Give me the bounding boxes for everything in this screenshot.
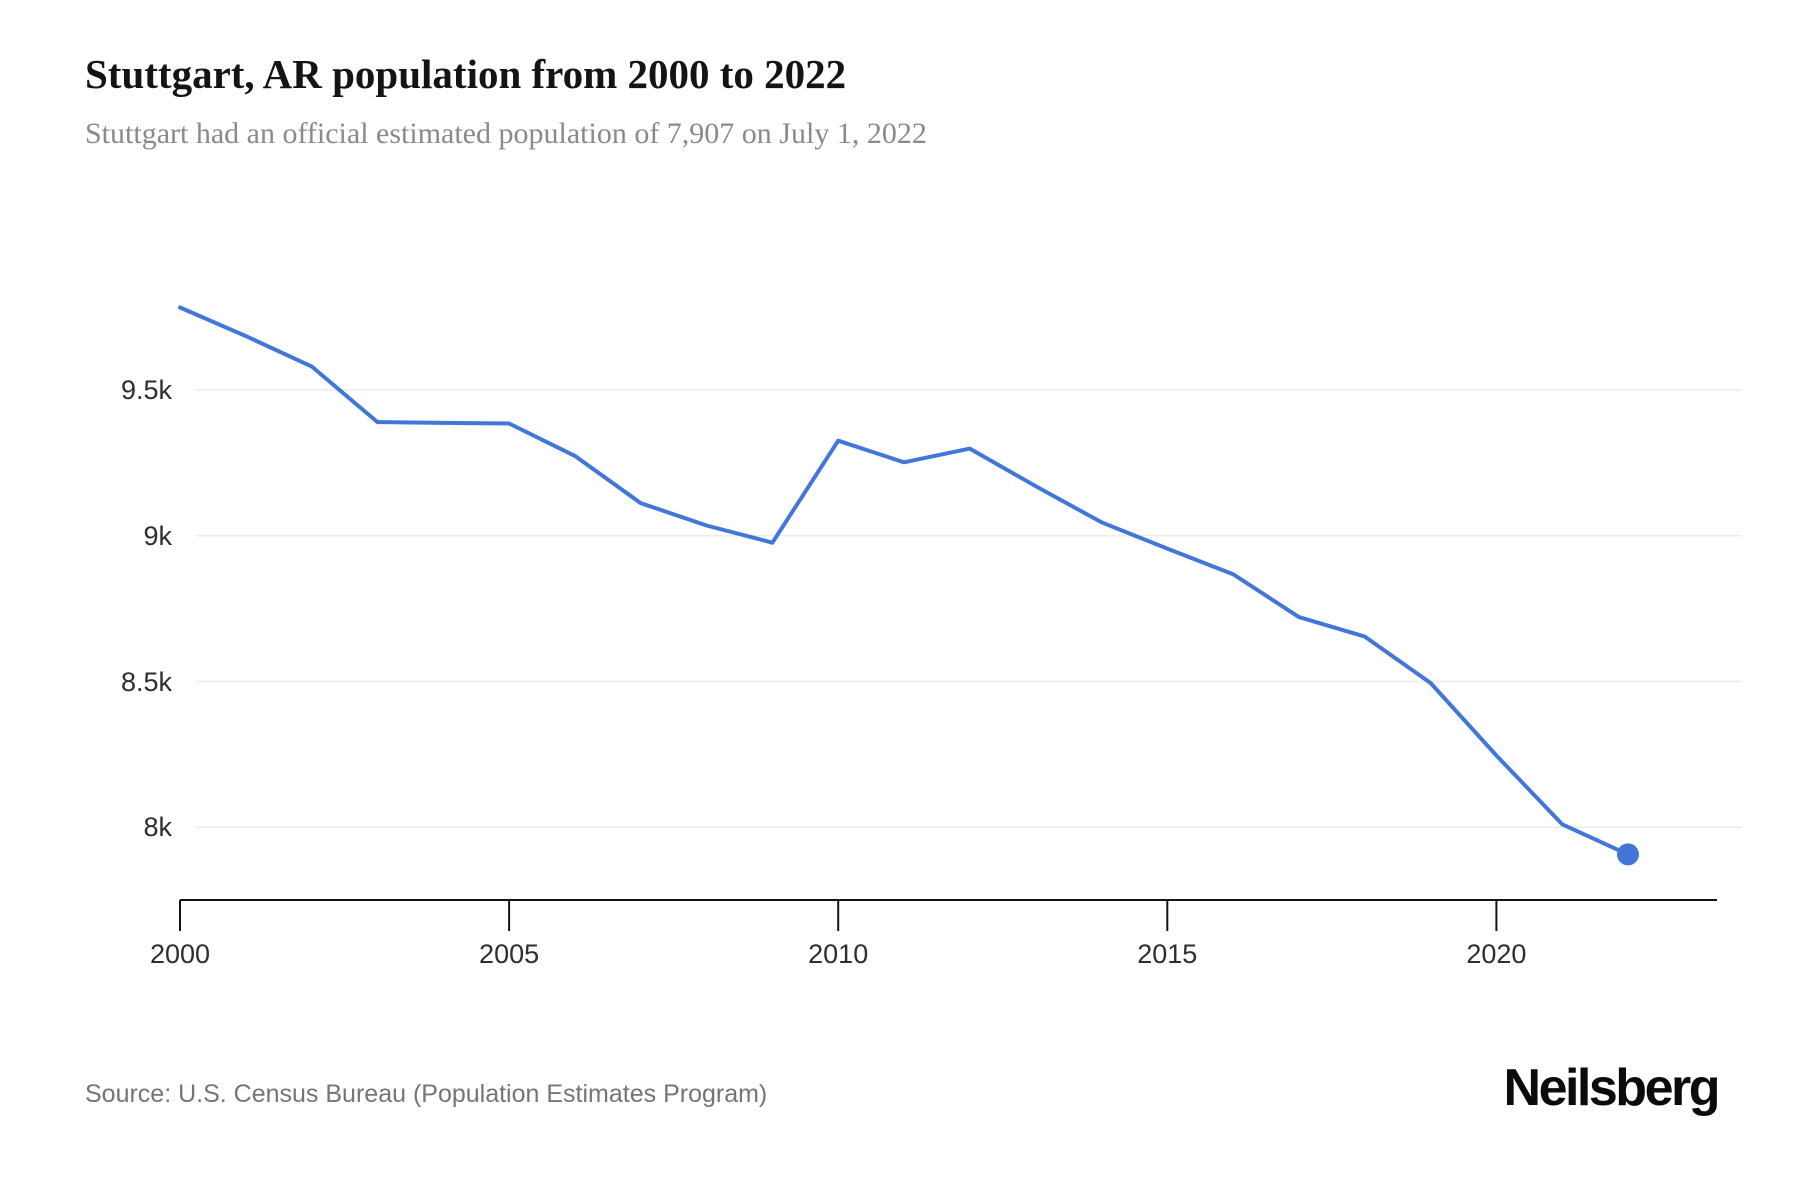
latest-point-marker[interactable] [1617,843,1639,866]
gridlines-group [195,389,1742,828]
y-axis-label: 9k [143,520,172,551]
x-axis-label: 2000 [149,939,211,969]
neilsberg-logo[interactable]: Neilsberg [1503,1059,1721,1117]
x-axis-label: 2015 [1137,939,1198,969]
chart-subtitle: Stuttgart had an official estimated popu… [85,117,927,150]
y-axis-label: 8.5k [120,666,172,697]
y-axis-label: 9.5k [120,375,172,405]
chart-title: Stuttgart, AR population from 2000 to 20… [85,51,847,97]
axes-group [179,899,1717,931]
x-axis-label: 2005 [479,939,540,969]
source-note: Source: U.S. Census Bureau (Population E… [85,1080,768,1108]
population-line-series[interactable] [178,305,1630,857]
x-axis-label: 2020 [1466,939,1527,969]
y-axis-label: 8k [143,812,172,843]
x-axis-label: 2010 [808,939,869,969]
